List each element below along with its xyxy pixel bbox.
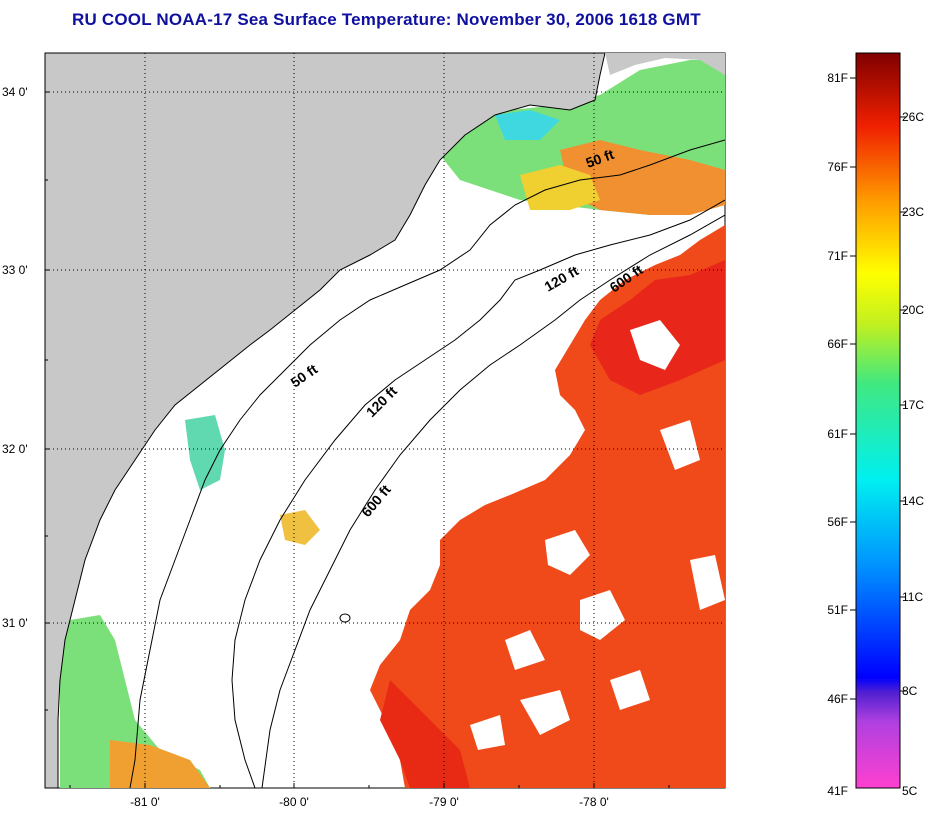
colorbar-f-label: 61F (827, 427, 848, 441)
colorbar-f-label: 66F (827, 337, 848, 351)
cloud-patches (470, 320, 725, 750)
axis-ticks (45, 91, 670, 788)
south-coastal-water (60, 615, 210, 788)
lat-label: 32 0' (2, 442, 28, 456)
gulf-stream-core (380, 680, 470, 788)
land (605, 53, 725, 75)
contour-120ft (231, 199, 725, 788)
colorbar-c-label: 23C (902, 205, 924, 219)
colorbar-c-label: 20C (902, 303, 924, 317)
land (45, 53, 606, 788)
lat-label: 33 0' (2, 263, 28, 277)
map-title: RU COOL NOAA-17 Sea Surface Temperature:… (72, 10, 701, 29)
mid-shelf-patch (185, 415, 225, 490)
lon-label: -79 0' (429, 795, 459, 809)
graticule (45, 53, 725, 788)
colorbar (855, 52, 901, 789)
colorbar-f-label: 46F (827, 692, 848, 706)
colorbar-c-label: 8C (902, 684, 918, 698)
north-shelf-yellow (520, 165, 600, 210)
colorbar-f-label: 51F (827, 603, 848, 617)
colorbar-f-label: 56F (827, 515, 848, 529)
seamount-contour (339, 613, 351, 623)
colorbar-ticks (850, 77, 906, 700)
lat-label: 31 0' (2, 616, 28, 630)
colorbar-f-label: 76F (827, 160, 848, 174)
colorbar-c-label: 5C (902, 784, 918, 798)
lon-label: -78 0' (579, 795, 609, 809)
contour-50ft (129, 139, 725, 788)
colorbar-c-label: 17C (902, 398, 924, 412)
colorbar-c-label: 11C (902, 590, 923, 604)
lon-label: -80 0' (279, 795, 309, 809)
colorbar-f-label: 41F (827, 784, 848, 798)
contour-600ft (261, 214, 725, 788)
lat-label: 34 0' (2, 85, 28, 99)
colorbar-f-label: 81F (827, 71, 848, 85)
lon-label: -81 0' (130, 795, 160, 809)
colorbar-c-label: 26C (902, 110, 924, 124)
north-shelf-warm (560, 140, 725, 215)
south-coastal-warm (110, 740, 210, 788)
mid-shelf-patch (280, 510, 320, 545)
north-shelf-cyan (495, 110, 560, 140)
colorbar-f-label: 71F (827, 249, 848, 263)
colorbar-c-label: 14C (902, 494, 924, 508)
